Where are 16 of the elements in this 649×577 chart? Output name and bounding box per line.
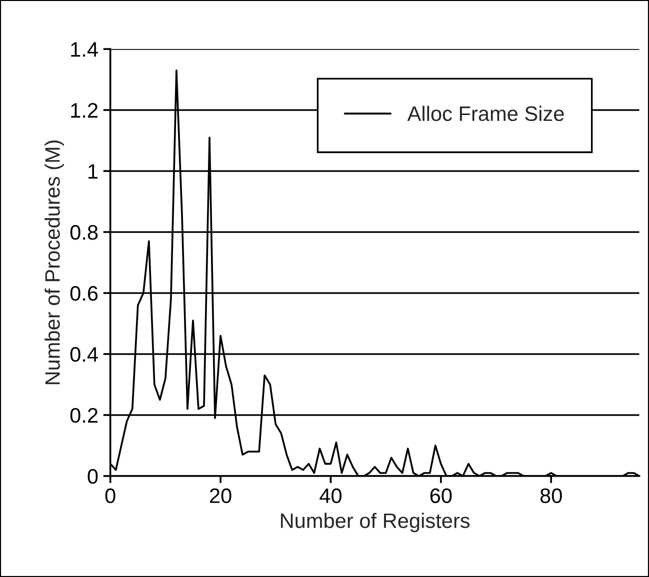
- x-tick-label: 60: [430, 488, 452, 504]
- y-tick-label: 1.4: [71, 42, 98, 57]
- y-tick-label: 1.2: [71, 103, 98, 118]
- y-tick-label: 0.8: [70, 225, 98, 240]
- legend-label: Alloc Frame Size: [407, 106, 564, 122]
- x-tick-label: 40: [320, 488, 342, 504]
- y-tick-label: 0.2: [70, 408, 98, 423]
- y-axis-title: Number of Procedures (M): [44, 140, 64, 384]
- y-tick-label: 0.6: [70, 286, 98, 301]
- y-tick-label: 0.4: [70, 347, 98, 362]
- x-tick-label: 80: [540, 488, 562, 504]
- x-tick-label: 20: [210, 488, 232, 504]
- x-axis-title: Number of Registers: [280, 512, 470, 532]
- y-tick-label: 1: [88, 164, 98, 179]
- x-tick-label: 0: [105, 488, 116, 504]
- y-tick-label: 0: [88, 469, 98, 484]
